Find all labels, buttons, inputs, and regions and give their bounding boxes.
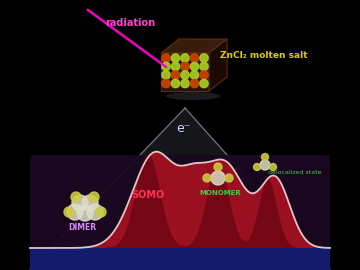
Circle shape [270,164,276,170]
Text: e⁻: e⁻ [176,122,190,134]
Text: MONOMER: MONOMER [199,190,241,196]
Polygon shape [30,108,330,270]
Circle shape [181,54,189,62]
Polygon shape [161,39,227,53]
Circle shape [71,192,81,202]
Circle shape [214,163,222,171]
Polygon shape [209,39,227,91]
Circle shape [203,174,211,182]
Circle shape [200,62,208,71]
Text: DIMER: DIMER [68,224,96,232]
Polygon shape [30,152,330,248]
Circle shape [171,62,180,71]
Circle shape [171,71,180,79]
Circle shape [190,79,199,88]
Circle shape [200,79,208,88]
Circle shape [181,79,189,88]
Polygon shape [30,155,330,270]
Circle shape [162,79,170,88]
Circle shape [181,71,189,79]
Circle shape [225,174,233,182]
Circle shape [162,62,170,71]
Circle shape [190,71,199,79]
Circle shape [89,192,99,202]
Polygon shape [30,153,330,248]
Circle shape [260,160,270,170]
Circle shape [190,54,199,62]
Circle shape [64,207,74,217]
Polygon shape [161,53,209,91]
Ellipse shape [166,92,220,100]
Circle shape [200,71,208,79]
Circle shape [82,195,98,211]
Text: ZnCl₂ molten salt: ZnCl₂ molten salt [220,50,308,59]
Circle shape [181,62,189,71]
Circle shape [200,54,208,62]
Circle shape [171,54,180,62]
Polygon shape [30,248,330,270]
Circle shape [190,62,199,71]
Circle shape [261,154,269,160]
Circle shape [87,204,103,220]
Circle shape [72,195,88,211]
Circle shape [67,204,83,220]
Text: radiation: radiation [105,18,155,28]
Text: delocalized state: delocalized state [268,170,321,176]
Circle shape [162,54,170,62]
Circle shape [162,71,170,79]
Circle shape [77,205,93,221]
Circle shape [171,79,180,88]
Circle shape [211,171,225,185]
Text: SOMO: SOMO [131,190,165,200]
Circle shape [253,164,261,170]
Circle shape [96,207,106,217]
